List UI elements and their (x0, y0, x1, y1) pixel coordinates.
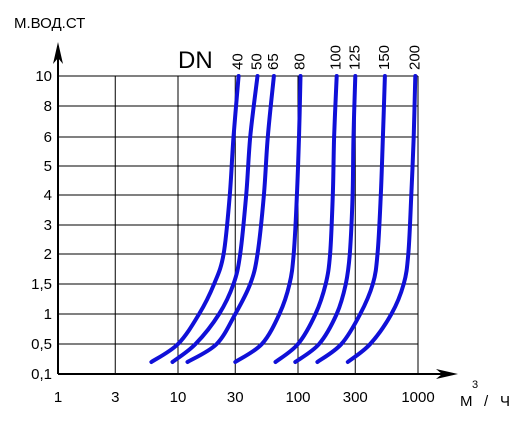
y-tick-label: 10 (35, 68, 52, 85)
y-tick-label: 5 (44, 158, 52, 175)
x-tick-label: 10 (170, 389, 187, 406)
y-tick-label: 4 (44, 187, 52, 204)
series-line-dn-200 (345, 74, 418, 364)
x-tick-label: 100 (285, 389, 310, 406)
axes (53, 42, 458, 379)
series-label-dn-200: 200 (406, 45, 423, 70)
x-axis-unit-base: М (460, 393, 473, 410)
series-label-dn-40: 40 (230, 53, 247, 70)
grid (57, 75, 419, 375)
x-axis-unit-tail: Ч (500, 393, 510, 410)
series-label-dn-65: 65 (265, 53, 282, 70)
curves (149, 74, 418, 364)
y-tick-label: 1 (44, 306, 52, 323)
y-tick-label: 0,5 (31, 336, 52, 353)
x-axis-unit-sep: / (484, 393, 489, 410)
series-line-dn-65 (185, 74, 276, 364)
y-tick-label: 3 (44, 217, 52, 234)
x-axis-unit: М (460, 393, 473, 410)
x-tick-label: 1000 (401, 389, 434, 406)
legend-title: DN (178, 47, 213, 74)
series-label-dn-50: 50 (249, 53, 266, 70)
x-tick-label: 1 (54, 389, 62, 406)
series-line-dn-100 (273, 74, 339, 364)
y-tick-label: 6 (44, 129, 52, 146)
x-tick-label: 30 (227, 389, 244, 406)
y-tick-label: 0,1 (31, 366, 52, 383)
y-tick-label: 2 (44, 246, 52, 263)
y-axis-title: М.ВОД.СТ (14, 15, 85, 32)
series-line-dn-50 (170, 74, 260, 364)
series-label-dn-80: 80 (292, 53, 309, 70)
series-label-dn-125: 125 (346, 45, 363, 70)
x-tick-label: 300 (343, 389, 368, 406)
series-line-dn-125 (293, 74, 358, 364)
series-line-dn-80 (233, 74, 303, 364)
x-axis-unit-sup: 3 (472, 379, 478, 391)
x-tick-label: 3 (111, 389, 119, 406)
series-line-dn-40 (149, 74, 241, 364)
y-tick-label: 8 (44, 98, 52, 115)
y-axis-arrow (53, 42, 63, 64)
tick-labels: 0,1 0,5 1 1,5 2 3 4 5 6 8 10 1 3 10 30 100 300 1000 40 50 65… (31, 45, 435, 406)
series-label-dn-150: 150 (376, 45, 393, 70)
x-axis-arrow (436, 369, 458, 379)
series-line-dn-150 (315, 74, 387, 364)
series-label-dn-100: 100 (328, 45, 345, 70)
y-tick-label: 1,5 (31, 276, 52, 293)
